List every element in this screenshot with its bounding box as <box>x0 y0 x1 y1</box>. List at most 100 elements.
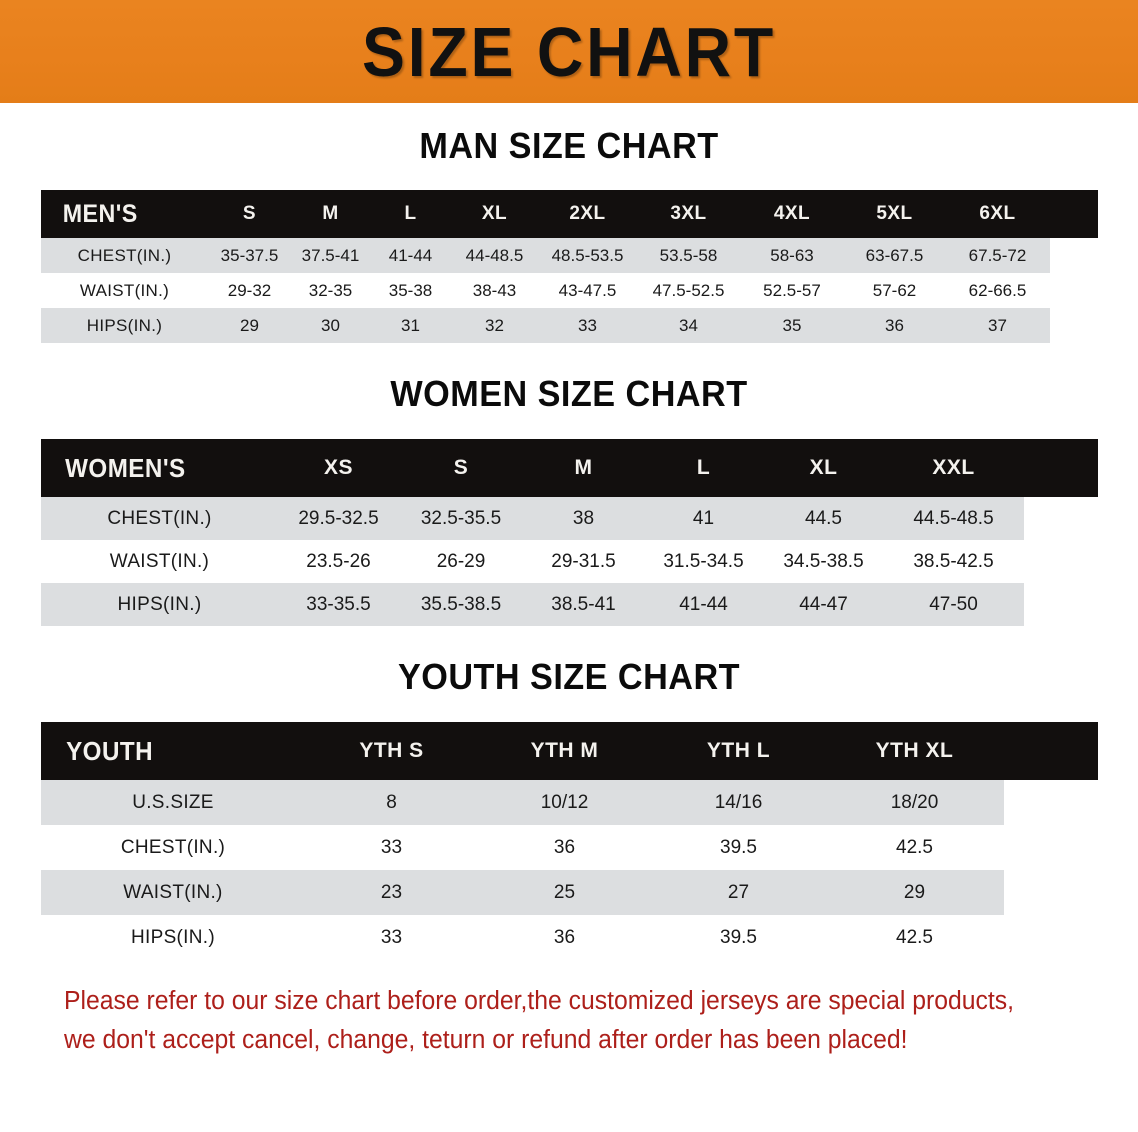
man-size-table-wrapper: MEN'S S M L XL 2XL 3XL 4XL 5XL 6XL CHEST… <box>40 190 1098 343</box>
youth-size-table-wrapper: YOUTH YTH S YTH M YTH L YTH XL U.S.SIZE … <box>40 722 1098 960</box>
youth-waist-l: 27 <box>727 881 750 903</box>
man-section-title: MAN SIZE CHART <box>419 125 719 166</box>
youth-column-header-xl: YTH XL <box>875 739 954 762</box>
man-column-header-s: S <box>242 203 257 224</box>
youth-header-spacer <box>1004 722 1098 780</box>
man-waist-s: 29-32 <box>227 280 272 300</box>
youth-chest-m: 36 <box>553 836 576 858</box>
man-hips-4xl: 35 <box>782 315 802 335</box>
man-table-body: MEN'S S M L XL 2XL 3XL 4XL 5XL 6XL CHEST… <box>40 190 1098 343</box>
youth-table-body: YOUTH YTH S YTH M YTH L YTH XL U.S.SIZE … <box>40 722 1098 960</box>
women-corner-label: WOMEN'S <box>64 452 186 483</box>
man-header-spacer <box>1050 190 1098 238</box>
youth-us-size-xl: 18/20 <box>890 791 939 813</box>
table-row: WAIST(IN.) 29-32 32-35 35-38 38-43 43-47… <box>40 273 1098 308</box>
youth-section-title: YOUTH SIZE CHART <box>397 656 740 697</box>
women-waist-m: 29-31.5 <box>551 550 616 572</box>
women-chest-xs: 29.5-32.5 <box>298 507 379 529</box>
disclaimer-line-2: we don't accept cancel, change, teturn o… <box>64 1025 908 1054</box>
table-row: WAIST(IN.) 23.5-26 26-29 29-31.5 31.5-34… <box>40 540 1098 583</box>
man-column-header-l: L <box>404 203 417 224</box>
women-chest-m: 38 <box>572 507 595 529</box>
table-row: U.S.SIZE 8 10/12 14/16 18/20 <box>40 780 1098 825</box>
man-hips-2xl: 33 <box>578 315 597 335</box>
man-chest-4xl: 58-63 <box>770 245 814 265</box>
youth-us-size-l: 14/16 <box>714 791 763 813</box>
youth-waist-m: 25 <box>553 881 576 903</box>
women-hips-l: 41-44 <box>679 593 728 615</box>
man-chest-spacer <box>1049 238 1098 273</box>
women-size-table-wrapper: WOMEN'S XS S M L XL XXL CHEST(IN.) 29.5-… <box>40 439 1098 626</box>
youth-row-label-us-size: U.S.SIZE <box>132 791 214 813</box>
women-chest-s: 32.5-35.5 <box>420 507 502 529</box>
youth-hips-l: 39.5 <box>720 926 757 948</box>
man-row-label-waist: WAIST(IN.) <box>79 280 170 300</box>
women-size-table: WOMEN'S XS S M L XL XXL CHEST(IN.) 29.5-… <box>40 439 1098 626</box>
disclaimer: Please refer to our size chart before or… <box>64 982 1044 1060</box>
women-waist-xs: 23.5-26 <box>306 550 371 572</box>
man-row-label-chest: CHEST(IN.) <box>77 245 172 265</box>
women-chest-xl: 44.5 <box>805 507 842 529</box>
youth-row-label-hips: HIPS(IN.) <box>131 926 215 948</box>
man-waist-m: 32-35 <box>308 280 353 300</box>
women-waist-xxl: 38.5-42.5 <box>913 550 994 572</box>
women-chest-xxl: 44.5-48.5 <box>913 507 994 529</box>
man-corner-label: MEN'S <box>62 199 138 228</box>
man-waist-6xl: 62-66.5 <box>968 280 1027 300</box>
table-row: CHEST(IN.) 29.5-32.5 32.5-35.5 38 41 44.… <box>40 497 1098 540</box>
youth-chest-s: 33 <box>380 836 403 858</box>
man-column-header-3xl: 3XL <box>670 203 707 224</box>
man-waist-xl: 38-43 <box>472 280 517 300</box>
youth-hips-spacer <box>1003 915 1098 960</box>
youth-row-label-waist: WAIST(IN.) <box>123 881 223 903</box>
women-hips-xxl: 47-50 <box>929 593 978 615</box>
youth-column-header-m: YTH M <box>530 739 599 762</box>
youth-chest-l: 39.5 <box>720 836 757 858</box>
youth-size-table: YOUTH YTH S YTH M YTH L YTH XL U.S.SIZE … <box>40 722 1098 960</box>
man-waist-4xl: 52.5-57 <box>763 280 821 300</box>
women-waist-xl: 34.5-38.5 <box>783 550 864 572</box>
man-chest-5xl: 63-67.5 <box>865 245 924 265</box>
women-hips-s: 35.5-38.5 <box>420 593 502 615</box>
man-hips-5xl: 36 <box>885 315 904 335</box>
man-column-header-5xl: 5XL <box>876 203 913 224</box>
women-chest-l: 41 <box>692 507 715 529</box>
youth-waist-s: 23 <box>380 881 403 903</box>
women-header-spacer <box>1024 439 1098 497</box>
youth-us-size-spacer <box>1003 780 1098 825</box>
women-hips-m: 38.5-41 <box>551 593 616 615</box>
women-column-header-xxl: XXL <box>932 456 975 479</box>
women-table-body: WOMEN'S XS S M L XL XXL CHEST(IN.) 29.5-… <box>40 439 1098 626</box>
youth-hips-xl: 42.5 <box>896 926 933 948</box>
man-column-header-m: M <box>322 203 339 224</box>
man-chest-l: 41-44 <box>388 245 433 265</box>
man-row-label-hips: HIPS(IN.) <box>86 315 163 335</box>
man-chest-xl: 44-48.5 <box>465 245 524 265</box>
women-row-label-waist: WAIST(IN.) <box>109 550 210 572</box>
women-row-label-hips: HIPS(IN.) <box>117 593 202 615</box>
women-row-label-chest: CHEST(IN.) <box>107 507 212 529</box>
women-section-title: WOMEN SIZE CHART <box>390 373 748 414</box>
man-column-header-xl: XL <box>481 203 508 224</box>
women-column-header-xs: XS <box>323 456 353 479</box>
man-hips-3xl: 34 <box>679 315 698 335</box>
women-chest-spacer <box>1023 497 1098 540</box>
man-hips-l: 31 <box>401 315 420 335</box>
man-waist-5xl: 57-62 <box>872 280 917 300</box>
women-waist-spacer <box>1023 540 1098 583</box>
man-chest-3xl: 53.5-58 <box>659 245 718 265</box>
youth-hips-m: 36 <box>553 926 576 948</box>
page-title: SIZE CHART <box>362 12 776 91</box>
women-hips-spacer <box>1023 583 1098 626</box>
man-header-row: MEN'S S M L XL 2XL 3XL 4XL 5XL 6XL <box>40 190 1098 238</box>
youth-us-size-s: 8 <box>386 791 397 813</box>
man-waist-2xl: 43-47.5 <box>558 280 617 300</box>
table-row: HIPS(IN.) 33 36 39.5 42.5 <box>40 915 1098 960</box>
women-hips-xs: 33-35.5 <box>306 593 371 615</box>
women-column-header-s: S <box>453 456 469 479</box>
women-waist-s: 26-29 <box>436 550 486 572</box>
man-chest-2xl: 48.5-53.5 <box>551 245 624 265</box>
man-hips-s: 29 <box>240 315 259 335</box>
women-column-header-xl: XL <box>809 456 838 479</box>
youth-corner-label: YOUTH <box>65 735 153 766</box>
